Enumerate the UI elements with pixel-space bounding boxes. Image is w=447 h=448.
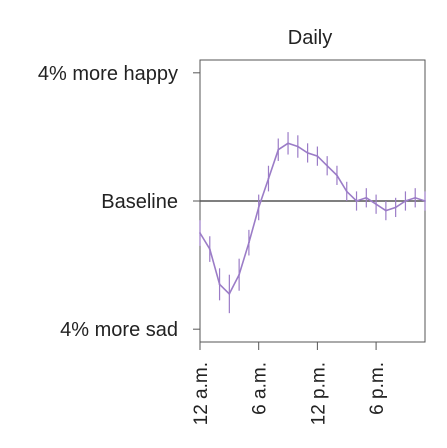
x-tick-label: 6 p.m.	[367, 362, 388, 415]
y-axis: 4% more happy Baseline 4% more sad	[38, 63, 200, 341]
x-axis: 12 a.m. 6 a.m. 12 p.m. 6 p.m.	[191, 342, 388, 425]
chart-title: Daily	[288, 27, 332, 49]
x-tick-label: 12 p.m.	[308, 362, 329, 425]
x-tick-label: 6 a.m.	[250, 362, 271, 415]
y-tick-label: Baseline	[101, 191, 178, 213]
y-tick-label: 4% more happy	[38, 63, 178, 85]
x-tick-label: 12 a.m.	[191, 362, 212, 425]
y-tick-label: 4% more sad	[60, 319, 178, 341]
series-line	[199, 142, 426, 296]
